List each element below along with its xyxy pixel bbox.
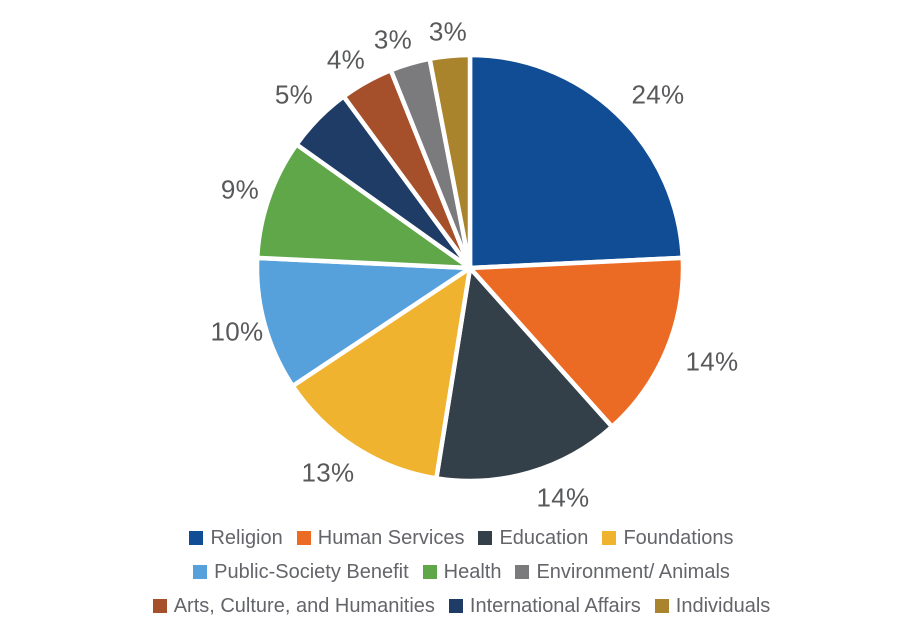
legend-item-individuals: Individuals — [654, 592, 771, 620]
legend-item-health: Health — [422, 558, 502, 586]
pie-slice-public-society-benefit — [254, 255, 473, 389]
legend-label-religion: Religion — [210, 527, 283, 549]
legend-swatch-human-services — [296, 531, 311, 545]
legend-swatch-religion — [189, 531, 204, 545]
legend-row-1: Religion Human Services Education Foundatio… — [189, 524, 734, 552]
pie-slice-individuals — [427, 52, 473, 271]
legend-row-3: Arts, Culture, and Humanities Internation… — [152, 592, 771, 620]
legend-item-public-society-benefit: Public-Society Benefit — [193, 558, 409, 586]
pie-slice-religion — [467, 52, 686, 271]
legend-item-religion: Religion — [189, 524, 283, 552]
legend-item-human-services: Human Services — [296, 524, 465, 552]
legend-label-public-society-benefit: Public-Society Benefit — [214, 561, 409, 583]
legend-swatch-foundations — [602, 531, 617, 545]
legend-swatch-public-society-benefit — [193, 565, 208, 579]
legend-swatch-international-affairs — [448, 599, 463, 613]
data-label-education: 14% — [536, 482, 590, 513]
legend-swatch-individuals — [654, 599, 669, 613]
legend-swatch-environment-animals — [515, 565, 530, 579]
legend-row-2: Public-Society Benefit Health Environment/… — [193, 558, 730, 586]
legend-swatch-health — [422, 565, 437, 579]
data-label-arts-culture-and-humanities: 4% — [326, 44, 366, 75]
legend-label-arts-culture-and-humanities: Arts, Culture, and Humanities — [173, 595, 435, 617]
legend-item-education: Education — [478, 524, 588, 552]
legend-label-health: Health — [443, 561, 502, 583]
data-label-public-society-benefit: 10% — [210, 316, 264, 347]
legend-swatch-arts-culture-and-humanities — [152, 599, 167, 613]
legend-label-education: Education — [499, 527, 589, 549]
pie-slice-education — [434, 265, 615, 484]
data-label-human-services: 14% — [685, 346, 739, 377]
legend-label-foundations: Foundations — [623, 527, 734, 549]
legend-item-international-affairs: International Affairs — [448, 592, 641, 620]
chart-legend: Religion Human Services Education Foundatio… — [0, 524, 923, 620]
data-label-foundations: 13% — [301, 457, 355, 488]
legend-swatch-education — [478, 531, 493, 545]
legend-item-environment-animals: Environment/ Animals — [515, 558, 730, 586]
legend-label-environment-animals: Environment/ Animals — [536, 561, 730, 583]
data-label-religion: 24% — [631, 79, 685, 110]
data-label-environment-animals: 3% — [373, 24, 413, 55]
pie-slice-foundations — [290, 265, 473, 481]
pie-slice-health — [254, 142, 473, 271]
legend-label-human-services: Human Services — [317, 527, 465, 549]
pie-slice-human-services — [467, 255, 686, 429]
legend-item-arts-culture-and-humanities: Arts, Culture, and Humanities — [152, 592, 435, 620]
legend-label-individuals: Individuals — [675, 595, 771, 617]
legend-item-foundations: Foundations — [602, 524, 734, 552]
data-label-individuals: 3% — [428, 16, 468, 47]
data-label-international-affairs: 5% — [274, 79, 314, 110]
data-label-health: 9% — [220, 174, 260, 205]
legend-label-international-affairs: International Affairs — [469, 595, 641, 617]
